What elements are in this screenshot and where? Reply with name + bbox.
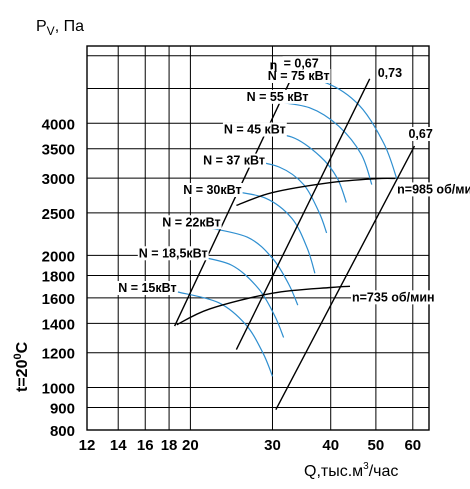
power-curve-label: N = 55 кВт	[247, 90, 309, 104]
x-tick-label: 20	[182, 437, 199, 454]
y-tick-label: 2500	[42, 206, 75, 223]
power-curve-label: N = 15кВт	[118, 281, 176, 295]
power-curve-label-bg	[117, 281, 178, 296]
efficiency-line	[235, 78, 371, 350]
speed-curve	[176, 285, 351, 326]
power-curve-label-bg	[245, 89, 310, 104]
plot-frame	[86, 45, 430, 431]
speed-curve-label: n=735 об/мин	[352, 290, 435, 304]
power-curve-label-bg	[182, 182, 243, 197]
y-tick-label: 1000	[42, 380, 75, 397]
power-curve-label: N = 75 кВт	[268, 69, 330, 83]
efficiency-line	[275, 145, 416, 411]
y-tick-label: 900	[50, 401, 75, 418]
x-tick-label: 50	[368, 437, 385, 454]
y-tick-label: 1200	[42, 346, 75, 363]
x-tick-label: 18	[161, 437, 178, 454]
power-curve	[254, 132, 347, 203]
power-curve-label-bg	[222, 122, 287, 137]
power-curve	[245, 159, 328, 234]
x-tick-label: 40	[322, 437, 339, 454]
chart-grid	[86, 45, 430, 431]
temperature-label: t=200C	[12, 341, 31, 392]
power-curve-label-bg	[202, 153, 267, 168]
y-axis-title: PV, Па	[36, 18, 84, 38]
power-curve-label-bg	[161, 215, 222, 230]
x-tick-label: 16	[137, 437, 154, 454]
y-tick-label: 1400	[42, 316, 75, 333]
efficiency-symbol: η	[270, 58, 278, 72]
y-tick-label: 4000	[42, 116, 75, 133]
power-curve	[272, 101, 373, 185]
efficiency-label: = 0,67	[284, 56, 319, 70]
y-tick-label: 1800	[42, 268, 75, 285]
speed-curve-label: n=985 об/мин	[397, 182, 470, 196]
power-curve-label: N = 22кВт	[162, 215, 220, 229]
y-tick-label: 3000	[42, 171, 75, 188]
y-tick-label: 2000	[42, 248, 75, 265]
power-curve	[231, 190, 316, 274]
power-curve-label-bg	[137, 246, 209, 261]
power-curve-label: N = 37 кВт	[203, 154, 265, 168]
x-tick-label: 30	[264, 437, 281, 454]
efficiency-label: 0,67	[408, 127, 432, 141]
chart-tick-labels: 12 14 16 18 20 30 40 50 60 800 900 1000 1200 1400 1600…	[42, 116, 422, 454]
speed-curve-label-bg	[351, 290, 436, 305]
power-curve-label: N = 18,5кВт	[139, 246, 208, 260]
power-curve	[204, 226, 299, 306]
power-curve-label: N = 45 кВт	[224, 123, 286, 137]
efficiency-label-bg	[282, 56, 320, 71]
efficiency-line	[173, 72, 295, 327]
speed-curve-label-bg	[396, 182, 470, 197]
efficiency-label-bg	[407, 127, 434, 142]
x-tick-label: 60	[404, 437, 421, 454]
y-tick-label: 3500	[42, 142, 75, 159]
efficiency-label-bg	[376, 65, 404, 80]
power-curve	[177, 291, 274, 377]
power-curve-label: N = 30кВт	[183, 183, 241, 197]
x-tick-label: 12	[79, 437, 96, 454]
y-tick-label: 800	[50, 423, 75, 440]
speed-curve	[236, 177, 396, 207]
power-curve	[192, 254, 285, 338]
chart-annotations: N = 75 кВт N = 55 кВт N = 45 кВт N = 37 кВт…	[117, 56, 470, 305]
efficiency-label: 0,73	[378, 66, 402, 80]
x-axis-title: Q,тыс.м3/час	[304, 461, 398, 480]
y-tick-label: 1600	[42, 291, 75, 308]
power-curve-label-bg	[266, 68, 331, 83]
x-tick-label: 14	[110, 437, 127, 454]
